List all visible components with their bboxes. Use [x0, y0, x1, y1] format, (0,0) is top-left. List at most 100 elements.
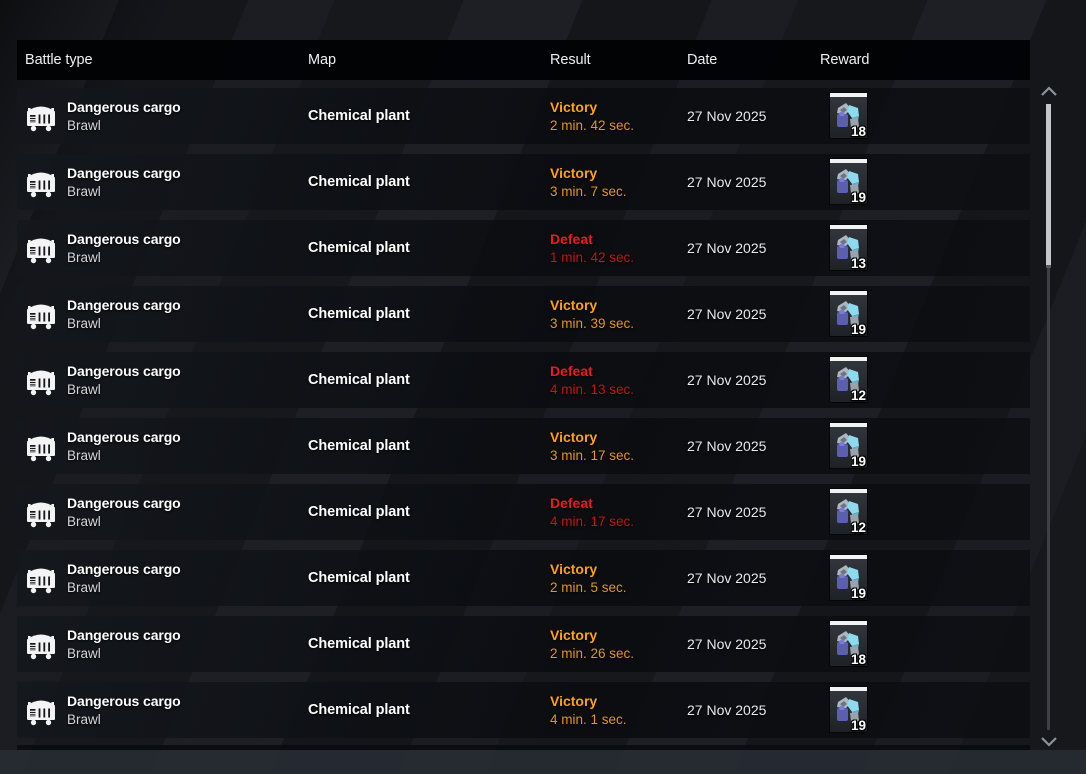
reward-card[interactable]: 19 — [830, 687, 867, 733]
resources-pile-icon — [837, 301, 859, 326]
battle-mode: Brawl — [67, 580, 101, 595]
battle-date: 27 Nov 2025 — [687, 570, 767, 586]
map-name: Chemical plant — [308, 504, 410, 520]
battle-history-row[interactable]: Dangerous cargo Brawl Chemical plant Vic… — [17, 682, 1030, 738]
battle-type-name: Dangerous cargo — [67, 363, 181, 379]
reward-card-top-strip — [830, 621, 867, 625]
battle-duration: 3 min. 39 sec. — [550, 316, 635, 331]
map-name: Chemical plant — [308, 702, 410, 718]
reward-amount: 12 — [850, 520, 866, 535]
reward-amount: 19 — [850, 718, 866, 733]
map-name: Chemical plant — [308, 636, 410, 652]
battle-duration: 1 min. 42 sec. — [550, 250, 635, 265]
battle-history-row[interactable]: Dangerous cargo Brawl Chemical plant Def… — [17, 352, 1030, 408]
reward-card[interactable]: 19 — [830, 555, 867, 601]
battle-mode: Brawl — [67, 118, 101, 133]
battle-date: 27 Nov 2025 — [687, 306, 767, 322]
partial-next-row — [17, 745, 1030, 750]
battle-date: 27 Nov 2025 — [687, 702, 767, 718]
column-header-map: Map — [308, 52, 336, 68]
reward-card[interactable]: 18 — [830, 621, 867, 667]
battle-duration: 2 min. 5 sec. — [550, 580, 627, 595]
reward-card-top-strip — [830, 291, 867, 295]
battle-history-row[interactable]: Dangerous cargo Brawl Chemical plant Vic… — [17, 418, 1030, 474]
battle-date: 27 Nov 2025 — [687, 636, 767, 652]
reward-card-top-strip — [830, 687, 867, 691]
scrollbar-track[interactable] — [1047, 104, 1050, 730]
reward-amount: 19 — [850, 322, 866, 337]
battle-mode: Brawl — [67, 316, 101, 331]
result-label: Defeat — [550, 231, 593, 247]
map-name: Chemical plant — [308, 570, 410, 586]
chevron-down-icon[interactable] — [1040, 735, 1058, 753]
battle-type-name: Dangerous cargo — [67, 627, 181, 643]
battle-type-name: Dangerous cargo — [67, 165, 181, 181]
battle-history-row[interactable]: Dangerous cargo Brawl Chemical plant Vic… — [17, 286, 1030, 342]
battle-history-row[interactable]: Dangerous cargo Brawl Chemical plant Vic… — [17, 88, 1030, 144]
reward-card[interactable]: 13 — [830, 225, 867, 271]
reward-card-top-strip — [830, 225, 867, 229]
map-name: Chemical plant — [308, 438, 410, 454]
battle-mode: Brawl — [67, 184, 101, 199]
column-header-battle-type: Battle type — [25, 52, 93, 68]
result-label: Defeat — [550, 495, 593, 511]
battle-duration: 4 min. 17 sec. — [550, 514, 635, 529]
battle-history-list: Dangerous cargo Brawl Chemical plant Vic… — [17, 88, 1030, 748]
bottom-edge — [0, 750, 1086, 774]
result-block: Defeat 1 min. 42 sec. — [550, 220, 634, 276]
result-label: Victory — [550, 165, 598, 181]
cargo-cart-icon — [24, 495, 58, 529]
map-name: Chemical plant — [308, 174, 410, 190]
battle-duration: 4 min. 13 sec. — [550, 382, 635, 397]
battle-mode: Brawl — [67, 712, 101, 727]
result-label: Victory — [550, 297, 598, 313]
reward-card[interactable]: 12 — [830, 489, 867, 535]
reward-amount: 19 — [850, 586, 866, 601]
map-name: Chemical plant — [308, 108, 410, 124]
reward-card-top-strip — [830, 159, 867, 163]
cargo-cart-icon — [24, 693, 58, 727]
reward-card[interactable]: 19 — [830, 291, 867, 337]
battle-history-row[interactable]: Dangerous cargo Brawl Chemical plant Vic… — [17, 154, 1030, 210]
chevron-up-icon[interactable] — [1040, 84, 1058, 102]
resources-pile-icon — [837, 433, 859, 458]
result-label: Victory — [550, 561, 598, 577]
battle-history-row[interactable]: Dangerous cargo Brawl Chemical plant Vic… — [17, 616, 1030, 672]
battle-history-row[interactable]: Dangerous cargo Brawl Chemical plant Vic… — [17, 550, 1030, 606]
reward-card[interactable]: 19 — [830, 159, 867, 205]
result-block: Victory 3 min. 39 sec. — [550, 286, 634, 342]
cargo-cart-icon — [24, 363, 58, 397]
battle-history-row[interactable]: Dangerous cargo Brawl Chemical plant Def… — [17, 220, 1030, 276]
scrollbar[interactable] — [1038, 80, 1060, 756]
reward-amount: 12 — [850, 388, 866, 403]
reward-card-top-strip — [830, 423, 867, 427]
battle-date: 27 Nov 2025 — [687, 108, 767, 124]
reward-amount: 19 — [850, 190, 866, 205]
resources-pile-icon — [837, 499, 859, 524]
map-name: Chemical plant — [308, 306, 410, 322]
result-label: Defeat — [550, 363, 593, 379]
result-label: Victory — [550, 627, 598, 643]
reward-card-top-strip — [830, 93, 867, 97]
reward-amount: 13 — [850, 256, 866, 271]
battle-date: 27 Nov 2025 — [687, 372, 767, 388]
cargo-cart-icon — [24, 297, 58, 331]
column-header-date: Date — [687, 52, 718, 68]
result-label: Victory — [550, 693, 598, 709]
battle-history-row[interactable]: Dangerous cargo Brawl Chemical plant Def… — [17, 484, 1030, 540]
battle-date: 27 Nov 2025 — [687, 438, 767, 454]
result-block: Victory 2 min. 42 sec. — [550, 88, 634, 144]
scrollbar-thumb[interactable] — [1046, 104, 1051, 268]
map-name: Chemical plant — [308, 372, 410, 388]
battle-type-name: Dangerous cargo — [67, 693, 181, 709]
column-header-result: Result — [550, 52, 591, 68]
battle-mode: Brawl — [67, 382, 101, 397]
resources-pile-icon — [837, 103, 859, 128]
reward-card[interactable]: 18 — [830, 93, 867, 139]
reward-card[interactable]: 12 — [830, 357, 867, 403]
result-block: Victory 2 min. 26 sec. — [550, 616, 634, 672]
reward-card[interactable]: 19 — [830, 423, 867, 469]
battle-date: 27 Nov 2025 — [687, 240, 767, 256]
cargo-cart-icon — [24, 627, 58, 661]
